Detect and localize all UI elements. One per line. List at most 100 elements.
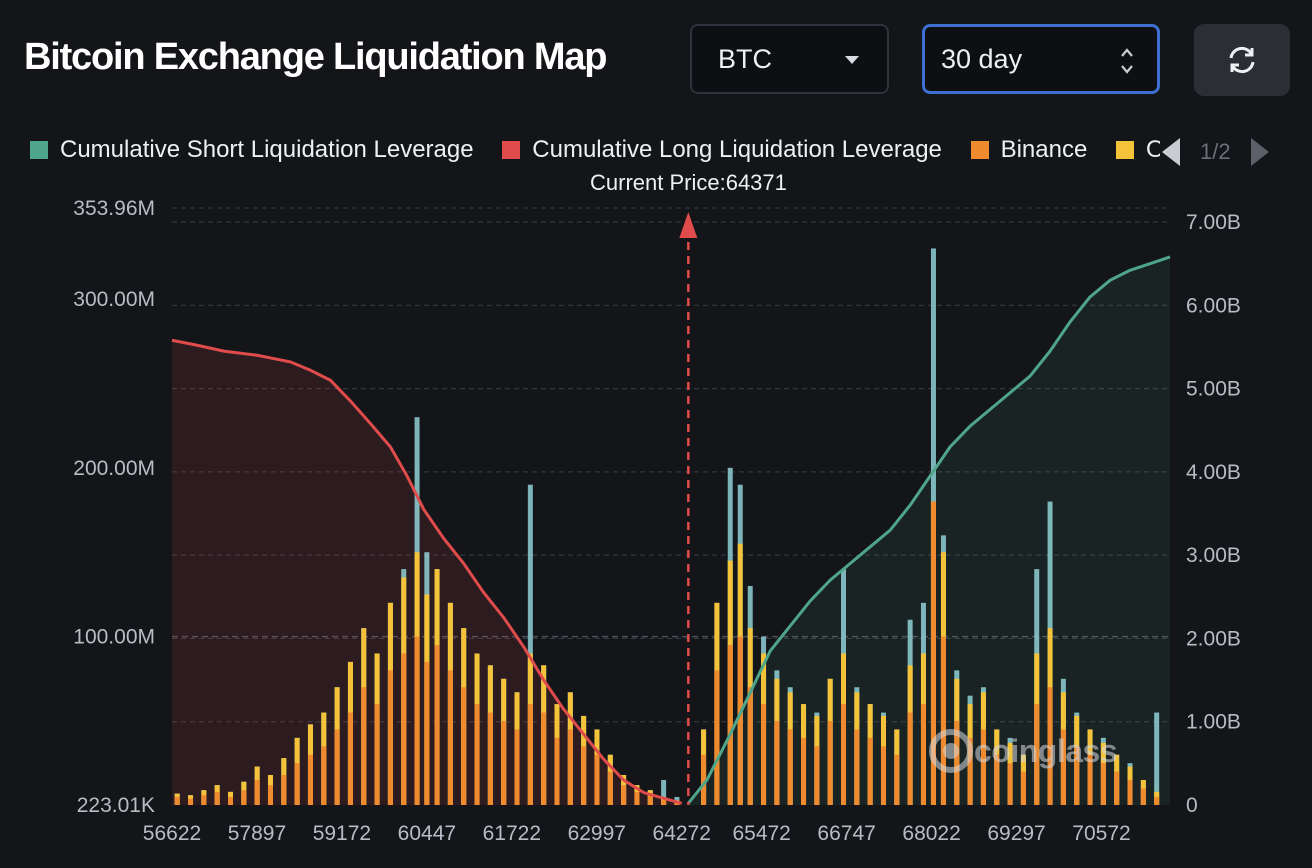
binance-bar [714, 670, 720, 805]
right-axis-tick-label: 7.00B [1186, 211, 1241, 234]
binance-bar [201, 795, 207, 805]
x-axis-ticks: 56622 57897 59172 60447 61722 62997 64272 65472… [143, 822, 1131, 845]
binance-bar [967, 737, 973, 805]
legend-pager: 1/2 [1162, 136, 1269, 168]
legend-swatch-okx [1115, 141, 1134, 159]
others-bar [527, 484, 533, 805]
range-select[interactable]: 30 day [922, 24, 1160, 94]
binance-bar [254, 780, 260, 805]
binance-bar [994, 754, 1000, 805]
legend-label-long: Cumulative Long Liquidation Leverage [532, 136, 942, 163]
others-bar [1154, 712, 1160, 805]
x-axis-tick-label: 59172 [313, 822, 371, 845]
binance-bar [374, 704, 380, 805]
binance-bar [1087, 754, 1093, 805]
binance-bar [621, 785, 627, 805]
binance-bar [414, 636, 420, 805]
binance-bar [907, 712, 913, 805]
binance-bar [814, 746, 820, 805]
binance-bar [1047, 687, 1053, 805]
binance-bar [401, 653, 407, 805]
left-axis-ticks: 353.96M 300.00M 200.00M 100.00M 223.01K [73, 197, 155, 817]
binance-bar [1114, 771, 1120, 805]
binance-bar [267, 785, 273, 805]
binance-bar [1074, 746, 1080, 805]
binance-bar [501, 720, 507, 805]
legend-item-long[interactable]: Cumulative Long Liquidation Leverage [502, 136, 942, 164]
legend-next-icon[interactable] [1250, 138, 1269, 166]
left-axis-tick-label: 223.01K [77, 794, 155, 817]
long-leverage-line [171, 338, 683, 805]
binance-bar [727, 645, 733, 805]
asset-select[interactable]: BTC [690, 24, 889, 94]
binance-bar [1154, 796, 1160, 805]
others-bar [661, 780, 667, 805]
binance-bar [1140, 788, 1146, 805]
binance-bar [607, 771, 613, 805]
binance-bar [541, 712, 547, 805]
binance-bar [647, 795, 653, 805]
x-axis-tick-label: 56622 [143, 822, 201, 845]
binance-bar [581, 746, 587, 805]
binance-bar [1020, 771, 1026, 805]
binance-bar [774, 720, 780, 805]
refresh-icon [1229, 46, 1255, 74]
binance-bar [487, 712, 493, 805]
chevron-down-icon [845, 56, 859, 64]
legend-page-indicator: 1/2 [1200, 139, 1231, 164]
legend-swatch-short [30, 141, 48, 159]
leverage-lines [171, 255, 1171, 805]
binance-bar [474, 704, 480, 805]
binance-bar [294, 763, 300, 805]
binance-bar [307, 754, 313, 805]
legend-prev-icon[interactable] [1162, 138, 1180, 166]
up-down-chevron-icon [1121, 48, 1133, 74]
x-axis-tick-label: 66747 [817, 822, 875, 845]
asset-select-value: BTC [718, 43, 772, 74]
binance-bar [841, 704, 847, 805]
legend-label-short: Cumulative Short Liquidation Leverage [60, 136, 474, 163]
x-axis-tick-label: 65472 [732, 822, 790, 845]
binance-bar [930, 501, 936, 805]
binance-bar [347, 712, 353, 805]
binance-bar [827, 720, 833, 805]
right-axis-ticks: 7.00B 6.00B 5.00B 4.00B 3.00B 2.00B 1.00B 0 [1186, 211, 1241, 817]
legend-item-binance[interactable]: Binance [970, 136, 1087, 164]
binance-bar [387, 670, 393, 805]
left-axis-tick-label: 300.00M [73, 288, 155, 311]
watermark-text: coinglass [974, 732, 1118, 769]
binance-bar [1007, 763, 1013, 805]
binance-bar [334, 729, 340, 805]
binance-bar [761, 704, 767, 805]
coinglass-watermark: coinglass [928, 728, 1118, 774]
binance-bar [281, 774, 287, 805]
liquidation-chart: 353.96M 300.00M 200.00M 100.00M 223.01K 7.00… [73, 197, 1241, 845]
binance-bar [214, 791, 220, 805]
binance-bar [954, 720, 960, 805]
x-axis-tick-label: 62997 [568, 822, 626, 845]
right-axis-tick-label: 4.00B [1186, 461, 1241, 484]
binance-bar [1034, 704, 1040, 805]
x-axis-tick-label: 64272 [653, 822, 711, 845]
binance-bar [867, 737, 873, 805]
binance-bar [554, 737, 560, 805]
binance-bar [461, 687, 467, 805]
legend-item-okx[interactable]: OKX [1115, 136, 1160, 164]
short-leverage-area [688, 256, 1170, 806]
binance-bar [434, 645, 440, 805]
right-axis-tick-label: 5.00B [1186, 378, 1241, 401]
right-axis-tick-label: 3.00B [1186, 544, 1241, 567]
binance-bar [1127, 780, 1133, 805]
current-price-marker [679, 212, 698, 805]
refresh-button[interactable] [1194, 24, 1290, 96]
binance-bar [634, 791, 640, 805]
page-title: Bitcoin Exchange Liquidation Map [24, 36, 607, 78]
binance-bar [661, 800, 667, 805]
x-axis-tick-label: 68022 [902, 822, 960, 845]
legend-item-short[interactable]: Cumulative Short Liquidation Leverage [30, 136, 474, 164]
liquidation-bars [174, 248, 1160, 806]
left-axis-tick-label: 353.96M [73, 197, 155, 220]
binance-bar [527, 704, 533, 805]
binance-bar [594, 754, 600, 805]
binance-bar [880, 746, 886, 805]
